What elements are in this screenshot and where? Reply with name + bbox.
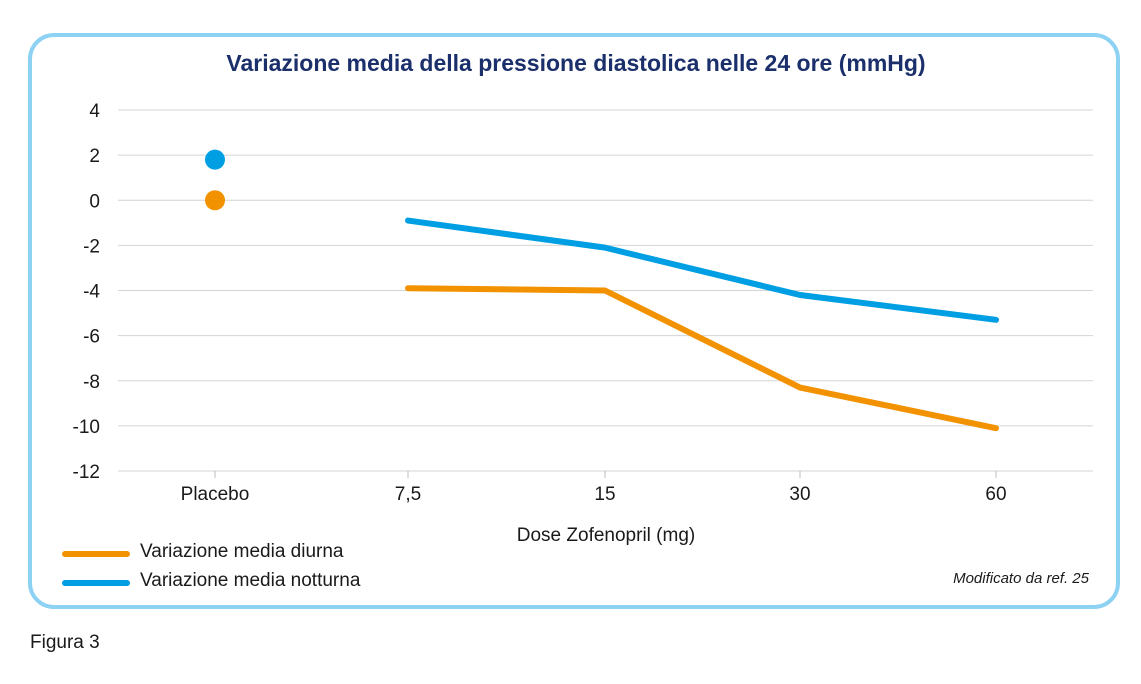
x-tick-label: Placebo bbox=[181, 484, 250, 505]
y-tick-label: -2 bbox=[83, 236, 100, 257]
chart-frame bbox=[28, 33, 1120, 609]
legend-label-notturna: Variazione media notturna bbox=[140, 570, 361, 591]
series-line-notturna bbox=[405, 217, 999, 323]
chart-title: Variazione media della pressione diastol… bbox=[226, 50, 926, 76]
y-tick-label: 2 bbox=[89, 146, 100, 167]
grid-lines bbox=[118, 109, 1093, 472]
y-tick-label: -4 bbox=[83, 282, 100, 303]
x-tick-label: 15 bbox=[594, 484, 615, 505]
y-tick-label: 0 bbox=[89, 191, 100, 212]
y-tick-label: -10 bbox=[73, 417, 100, 438]
x-tick-label: 7,5 bbox=[395, 484, 421, 505]
legend-label-diurna: Variazione media diurna bbox=[140, 541, 344, 562]
figure-caption: Figura 3 bbox=[30, 632, 100, 653]
legend-swatch-diurna bbox=[62, 551, 130, 557]
source-note: Modificato da ref. 25 bbox=[953, 570, 1089, 587]
series-line-diurna bbox=[405, 285, 999, 432]
y-axis-ticks: 4 2 0 -2 -4 -6 -8 -10 -12 bbox=[73, 101, 101, 483]
series-lines bbox=[205, 149, 999, 432]
y-tick-label: -6 bbox=[83, 327, 100, 348]
y-tick-label: 4 bbox=[89, 101, 100, 122]
x-tick-label: 60 bbox=[985, 484, 1006, 505]
x-axis-label: Dose Zofenopril (mg) bbox=[517, 525, 695, 546]
x-tick-label: 30 bbox=[789, 484, 810, 505]
placebo-marker-notturna bbox=[205, 149, 225, 170]
placebo-marker-diurna bbox=[205, 190, 225, 211]
x-axis-ticks: Placebo 7,5 15 30 60 bbox=[181, 471, 1007, 505]
y-tick-label: -8 bbox=[83, 372, 100, 393]
y-tick-label: -12 bbox=[73, 462, 100, 483]
legend-swatch-notturna bbox=[62, 580, 130, 586]
